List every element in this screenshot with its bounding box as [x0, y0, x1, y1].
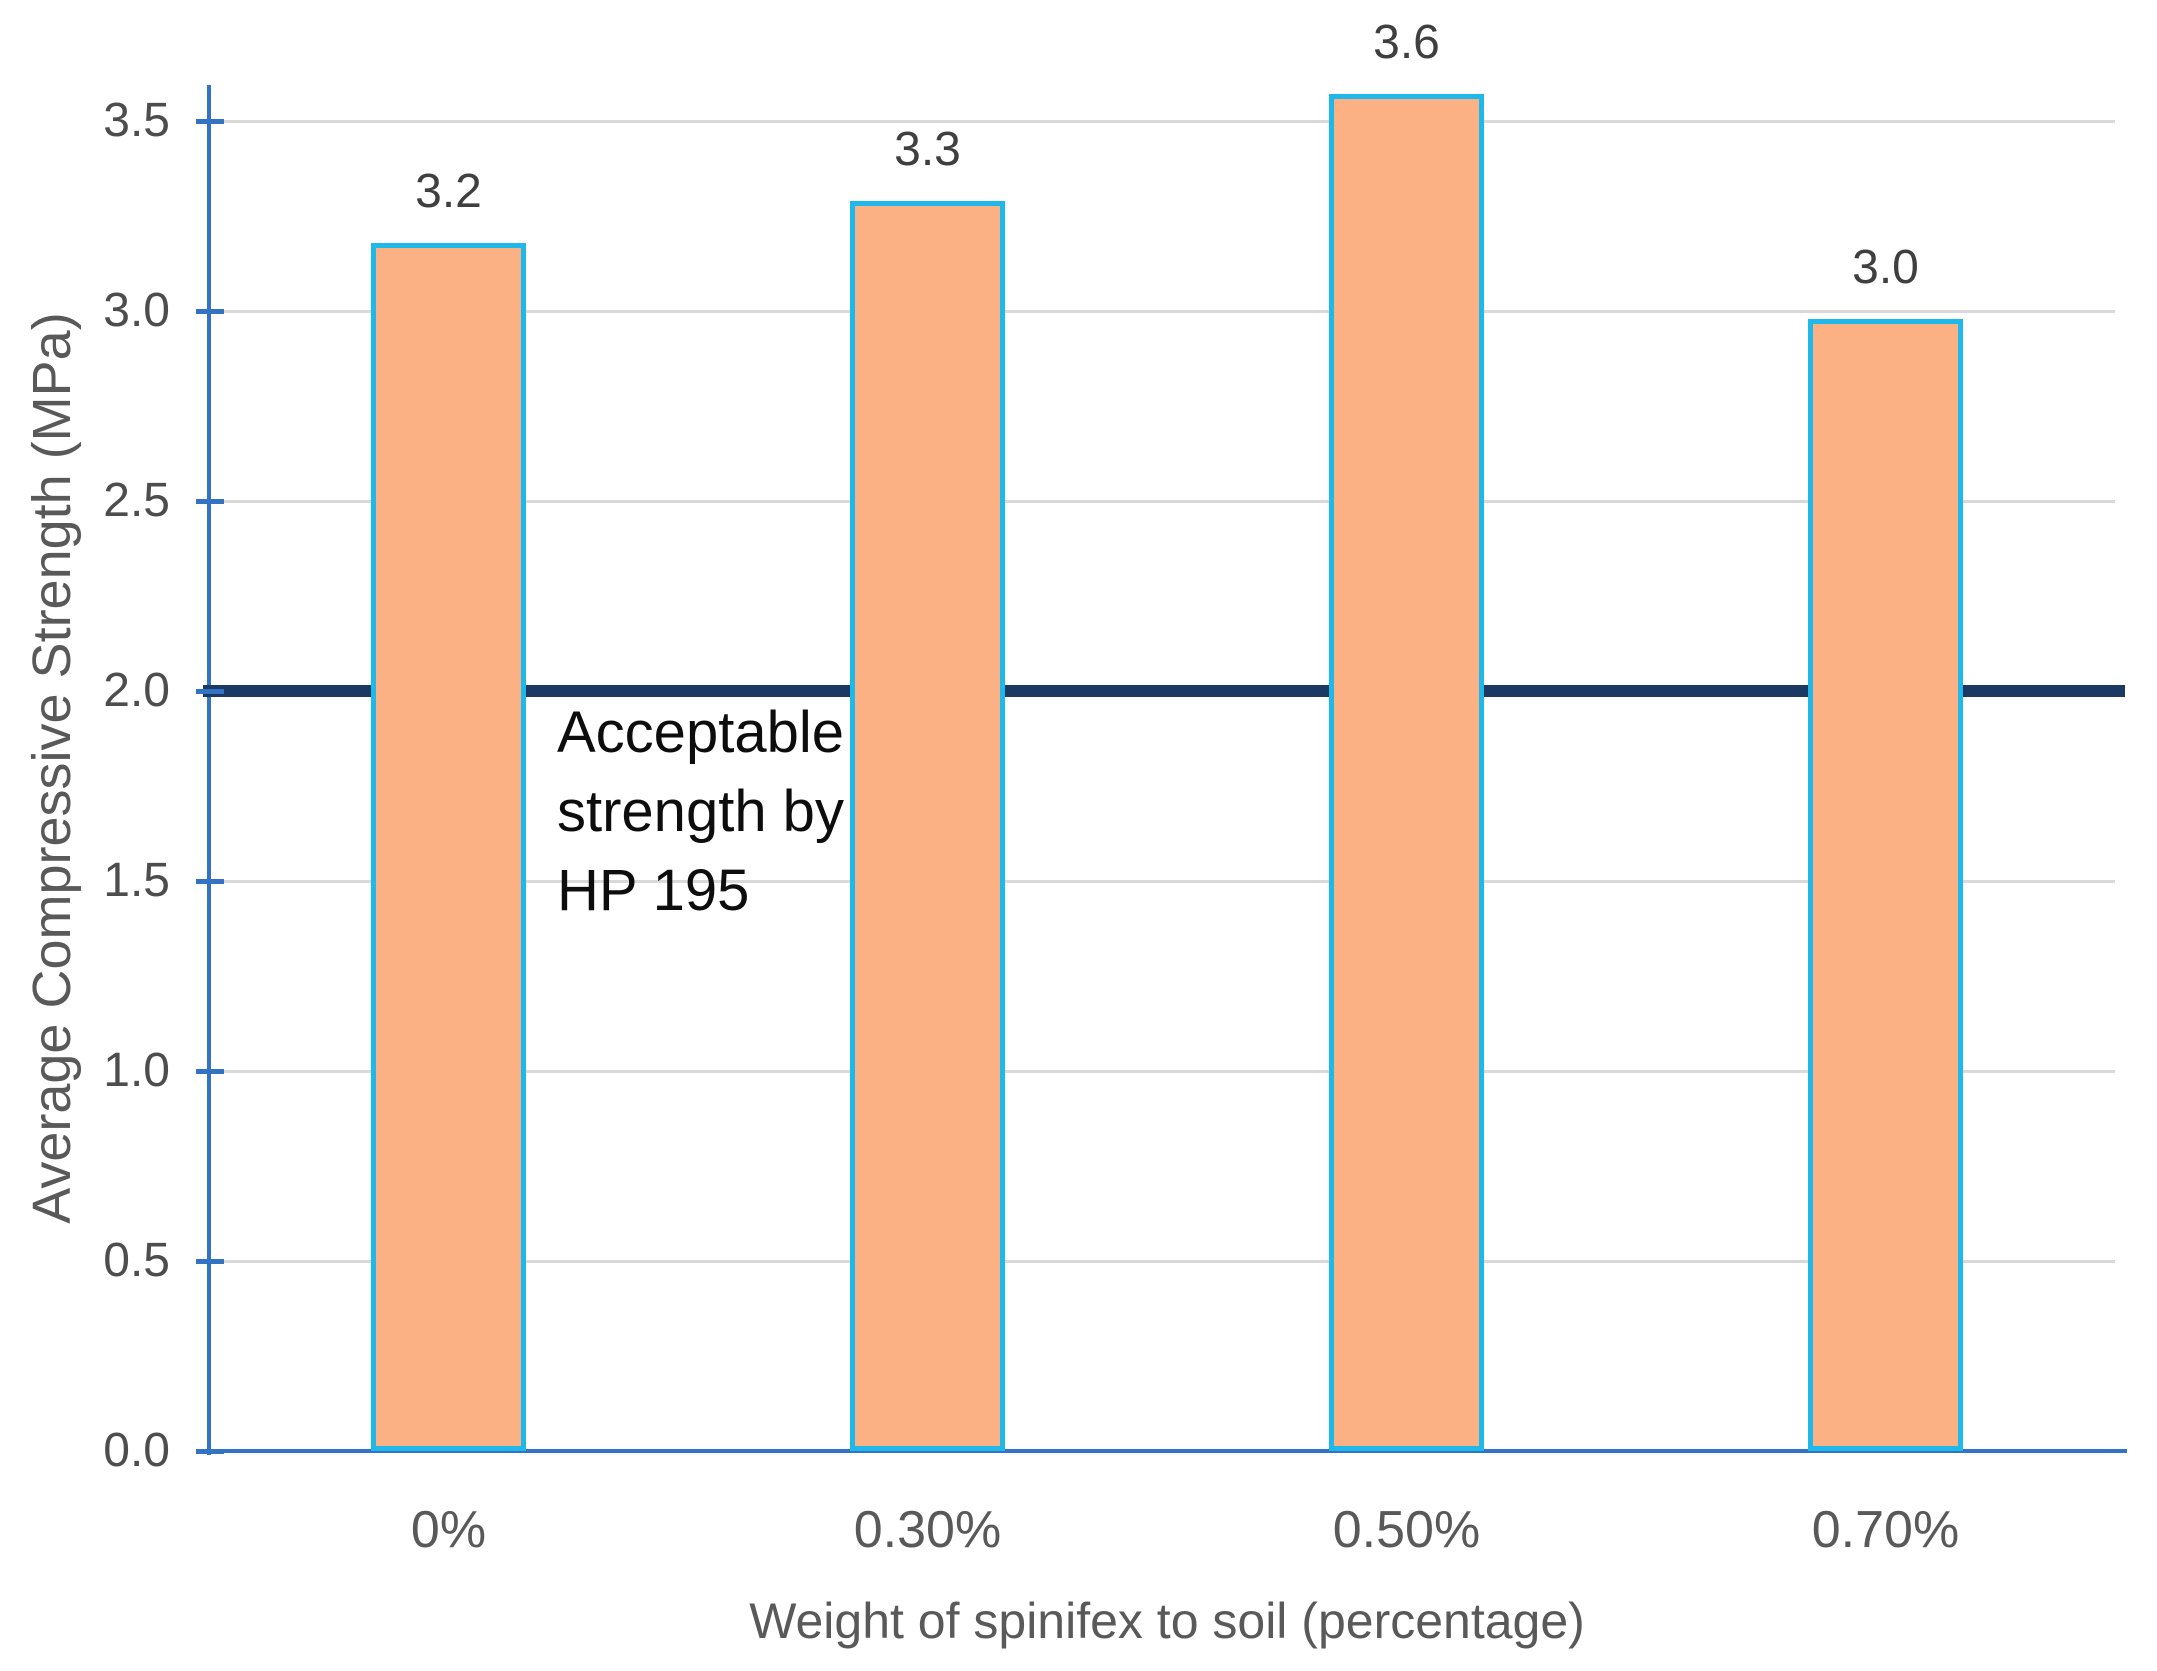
x-tick-label: 0.30%: [853, 1501, 1002, 1559]
y-axis-tick: [196, 689, 224, 694]
gridline: [209, 500, 2115, 503]
bar-value-label: 3.0: [1852, 240, 1919, 294]
threshold-line: [203, 685, 2125, 697]
y-axis-tick: [196, 1449, 224, 1454]
bar: [371, 242, 526, 1451]
y-tick-label: 1.0: [103, 1044, 170, 1097]
gridline: [209, 880, 2115, 883]
x-tick-label: 0%: [410, 1501, 487, 1559]
y-axis-tick: [196, 879, 224, 884]
bar-value-label: 3.6: [1373, 16, 1440, 70]
bar: [1808, 318, 1963, 1451]
y-tick-label: 0.0: [103, 1424, 170, 1477]
y-axis-tick: [196, 499, 224, 504]
bar: [850, 200, 1005, 1451]
y-tick-label: 0.5: [103, 1234, 170, 1287]
threshold-annotation: Acceptable strength by HP 195: [557, 693, 844, 930]
y-axis-tick: [196, 119, 224, 124]
threshold-annotation-line: Acceptable: [557, 700, 844, 765]
bar-value-label: 3.2: [415, 164, 482, 218]
x-axis-title: Weight of spinifex to soil (percentage): [749, 1593, 1585, 1649]
y-tick-label: 3.0: [103, 284, 170, 337]
bar: [1329, 94, 1484, 1451]
x-tick-label: 0.50%: [1332, 1501, 1481, 1559]
y-axis-tick: [196, 1259, 224, 1264]
gridline: [209, 120, 2115, 123]
gridline: [209, 310, 2115, 313]
y-axis-line: [207, 85, 211, 1455]
gridline: [209, 1260, 2115, 1263]
y-tick-label: 3.5: [103, 94, 170, 147]
threshold-annotation-line: HP 195: [557, 858, 750, 923]
y-tick-label: 1.5: [103, 854, 170, 907]
threshold-annotation-line: strength by: [557, 779, 844, 844]
gridline: [209, 1070, 2115, 1073]
y-axis-tick: [196, 1069, 224, 1074]
y-tick-label: 2.0: [103, 664, 170, 717]
x-axis-line: [207, 1449, 2127, 1453]
bar-value-label: 3.3: [894, 122, 961, 176]
x-tick-label: 0.70%: [1811, 1501, 1960, 1559]
y-axis-tick: [196, 309, 224, 314]
y-tick-label: 2.5: [103, 474, 170, 527]
